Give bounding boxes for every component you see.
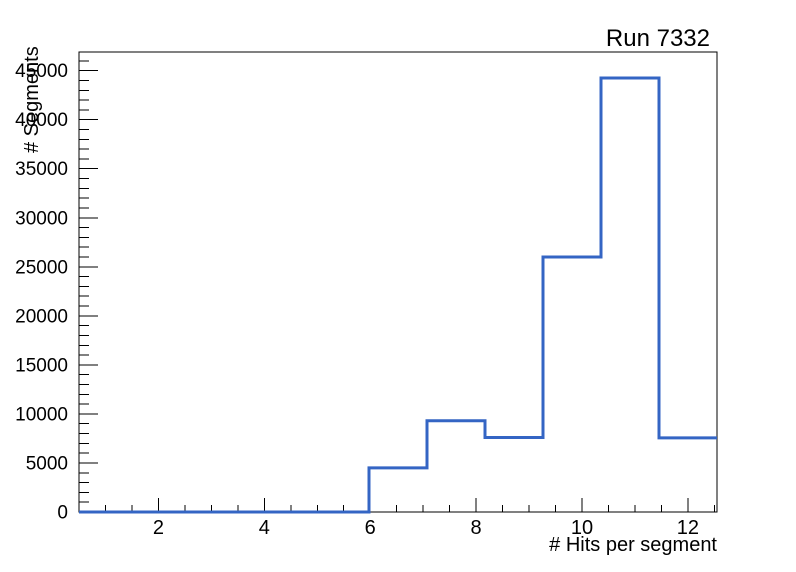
y-tick-label: 40000 (15, 110, 68, 131)
y-tick-label: 30000 (15, 208, 68, 229)
histogram-line (79, 76, 717, 514)
y-tick-label: 25000 (15, 257, 68, 278)
x-tick-label: 6 (365, 517, 376, 539)
x-tick-label: 12 (677, 517, 699, 539)
y-tick-label: 0 (57, 503, 68, 524)
y-tick-label: 20000 (15, 306, 68, 327)
y-tick-label: 10000 (15, 404, 68, 425)
y-tick-label: 35000 (15, 159, 68, 180)
y-tick-label: 15000 (15, 355, 68, 376)
x-tick-label: 4 (259, 517, 270, 539)
x-axis-title: # Hits per segment (549, 534, 717, 556)
x-tick-label: 8 (471, 517, 482, 539)
x-tick-label: 2 (153, 517, 164, 539)
chart-title: Run 7332 (605, 25, 710, 52)
x-tick-label: 10 (571, 517, 593, 539)
y-axis-title: # Segments (21, 46, 43, 153)
y-tick-label: 5000 (26, 453, 68, 474)
plot-frame (78, 51, 718, 513)
y-tick-label: 45000 (15, 61, 68, 82)
